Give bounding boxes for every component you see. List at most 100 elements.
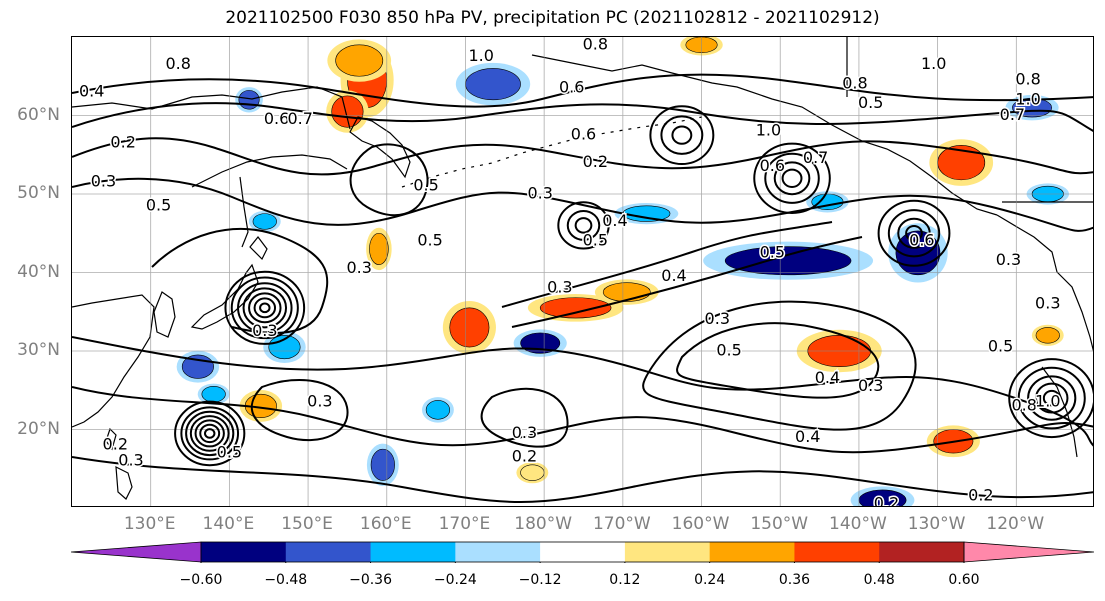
pv-contour-east-trough xyxy=(676,322,880,399)
pv-centre-6-ring-0 xyxy=(1042,389,1061,407)
coastline-korea xyxy=(153,291,176,338)
precip-patch-26 xyxy=(238,90,260,110)
coastline-sakhalin xyxy=(239,176,249,248)
pv-label-8: 0.8 xyxy=(583,37,608,53)
pv-label-45: 0.5 xyxy=(988,337,1013,356)
lat-label-60°N: 60°N xyxy=(17,104,60,125)
pv-label-47: 1.0 xyxy=(1035,392,1060,411)
pv-contour-trop-1 xyxy=(72,456,1093,503)
colorbar-extend-low xyxy=(71,541,202,563)
pv-contour-west-ridge xyxy=(151,228,329,334)
pv-centre-5-ring-2 xyxy=(649,105,715,166)
pv-centre-2-ring-0 xyxy=(781,168,803,188)
pv-contour-west-trough xyxy=(349,143,429,217)
coastline-china xyxy=(72,294,155,428)
precip-patch-15 xyxy=(201,386,226,403)
pv-centre-5-ring-0 xyxy=(671,125,693,145)
pv-centre-5-ring-1 xyxy=(660,115,704,155)
pv-label-39: 0.3 xyxy=(252,321,277,340)
map-panel: 0.8 0.4 0.2 0.3 0.5 0.6 0.7 1.0 0.8 0.6 0.6 0.2 0.5 0… xyxy=(71,36,1094,507)
pv-contour-subtrop-1 xyxy=(72,336,1093,447)
pv-label-38: 0.3 xyxy=(307,392,332,411)
precip-patch-21 xyxy=(425,400,451,420)
pv-centre-layer xyxy=(174,105,1093,467)
pv-centre-1-ring-0 xyxy=(203,428,216,439)
pv-label-19: 0.4 xyxy=(661,266,686,285)
colorbar-bin-5 xyxy=(540,542,626,562)
precip-patch-12 xyxy=(1035,327,1060,344)
lon-label-170°W: 170°W xyxy=(592,514,651,534)
coastline-baja xyxy=(1041,366,1078,458)
pv-centre-6-ring-2 xyxy=(1027,375,1077,421)
pv-label-48: 0.3 xyxy=(996,250,1021,269)
pv-label-28: 0.7 xyxy=(1000,105,1025,124)
coastline-aleutians xyxy=(401,116,703,188)
pv-label-7: 1.0 xyxy=(468,46,493,65)
pv-centre-0-ring-0 xyxy=(259,302,271,314)
pv-centre-0-ring-4 xyxy=(237,282,293,334)
lon-label-180°W: 180°W xyxy=(514,514,573,534)
map-title: 2021102500 F030 850 hPa PV, precipitatio… xyxy=(225,8,880,28)
pv-label-17: 0.3 xyxy=(347,258,372,277)
precip-patch-4 xyxy=(449,307,490,348)
colorbar-frame xyxy=(200,541,965,563)
pv-label-42: 0.3 xyxy=(118,450,143,469)
pv-label-21: 0.5 xyxy=(716,341,741,360)
colorbar-tick-label-3: −0.24 xyxy=(433,572,477,588)
pv-contour-north-band xyxy=(72,73,1093,108)
pv-label-46: 0.8 xyxy=(1011,395,1036,414)
pv-label-30: 1.0 xyxy=(1015,89,1040,108)
map-canvas: 0.80.40.20.30.50.60.71.00.80.60.60.20.50… xyxy=(72,37,1093,507)
coastline-bc xyxy=(996,214,1093,352)
pv-label-15: 0.5 xyxy=(583,231,608,250)
pv-label-34: 0.3 xyxy=(858,376,883,395)
pv-contour-mid-band xyxy=(72,177,1093,232)
precip-patch-3 xyxy=(369,232,389,265)
pv-label-35: 0.4 xyxy=(795,427,820,446)
precip-patch-11 xyxy=(520,464,545,481)
colorbar-bin-8 xyxy=(794,542,880,562)
coastline-layer xyxy=(72,37,1093,500)
pv-centre-3-ring-0 xyxy=(574,217,593,234)
colorbar-tick-label-7: 0.36 xyxy=(778,572,811,588)
pv-label-36: 0.3 xyxy=(512,423,537,442)
pv-label-44: 0.2 xyxy=(968,486,993,505)
pv-centre-4-ring-0 xyxy=(905,225,923,242)
precip-patch-29 xyxy=(252,213,277,230)
pv-centre-4-ring-1 xyxy=(897,217,931,249)
pv-contour-dateline-low xyxy=(480,387,569,448)
lon-label-130°W: 130°W xyxy=(907,514,966,534)
coastline-siberia xyxy=(72,86,351,130)
pv-label-12: 0.5 xyxy=(413,176,438,195)
pv-label-5: 0.6 xyxy=(264,109,289,128)
colorbar-bin-2 xyxy=(285,542,372,562)
pv-centre-1-ring-4 xyxy=(185,410,235,457)
pv-label-29: 0.8 xyxy=(1015,70,1040,89)
pv-label-26: 0.5 xyxy=(858,93,883,112)
colorbar-bin-9 xyxy=(879,542,965,562)
colorbar-tick-label-1: −0.48 xyxy=(264,572,308,588)
pv-label-41: 0.2 xyxy=(103,435,128,454)
pv-centre-2-ring-1 xyxy=(773,161,811,196)
pv-label-23: 0.6 xyxy=(760,156,785,175)
coastline-japan-honshu xyxy=(190,263,259,330)
pv-contour-jet-1 xyxy=(501,221,833,308)
pv-contour-jet-2 xyxy=(511,236,863,328)
pv-centre-4-ring-2 xyxy=(887,209,941,258)
pv-label-43: 0.2 xyxy=(874,494,899,507)
pv-label-37: 0.2 xyxy=(512,446,537,465)
pv-label-10: 0.6 xyxy=(571,125,596,144)
pv-centre-1-ring-6 xyxy=(174,400,246,467)
colorbar-extend-high xyxy=(963,541,1094,563)
colorbar-tick-label-6: 0.24 xyxy=(694,572,726,588)
pv-label-24: 0.7 xyxy=(803,148,828,167)
pv-label-22: 1.0 xyxy=(756,121,781,140)
lon-label-160°W: 160°W xyxy=(671,514,730,534)
colorbar-tick-label-2: −0.36 xyxy=(349,572,392,588)
lon-label-150°E: 150°E xyxy=(281,514,333,534)
pv-label-layer: 0.80.40.20.30.50.60.71.00.80.60.60.20.50… xyxy=(77,37,1062,507)
pv-centre-6-ring-1 xyxy=(1034,382,1069,414)
pv-centre-0-ring-1 xyxy=(253,297,277,319)
lon-label-160°E: 160°E xyxy=(359,514,412,534)
pv-centre-0-ring-3 xyxy=(242,287,288,329)
